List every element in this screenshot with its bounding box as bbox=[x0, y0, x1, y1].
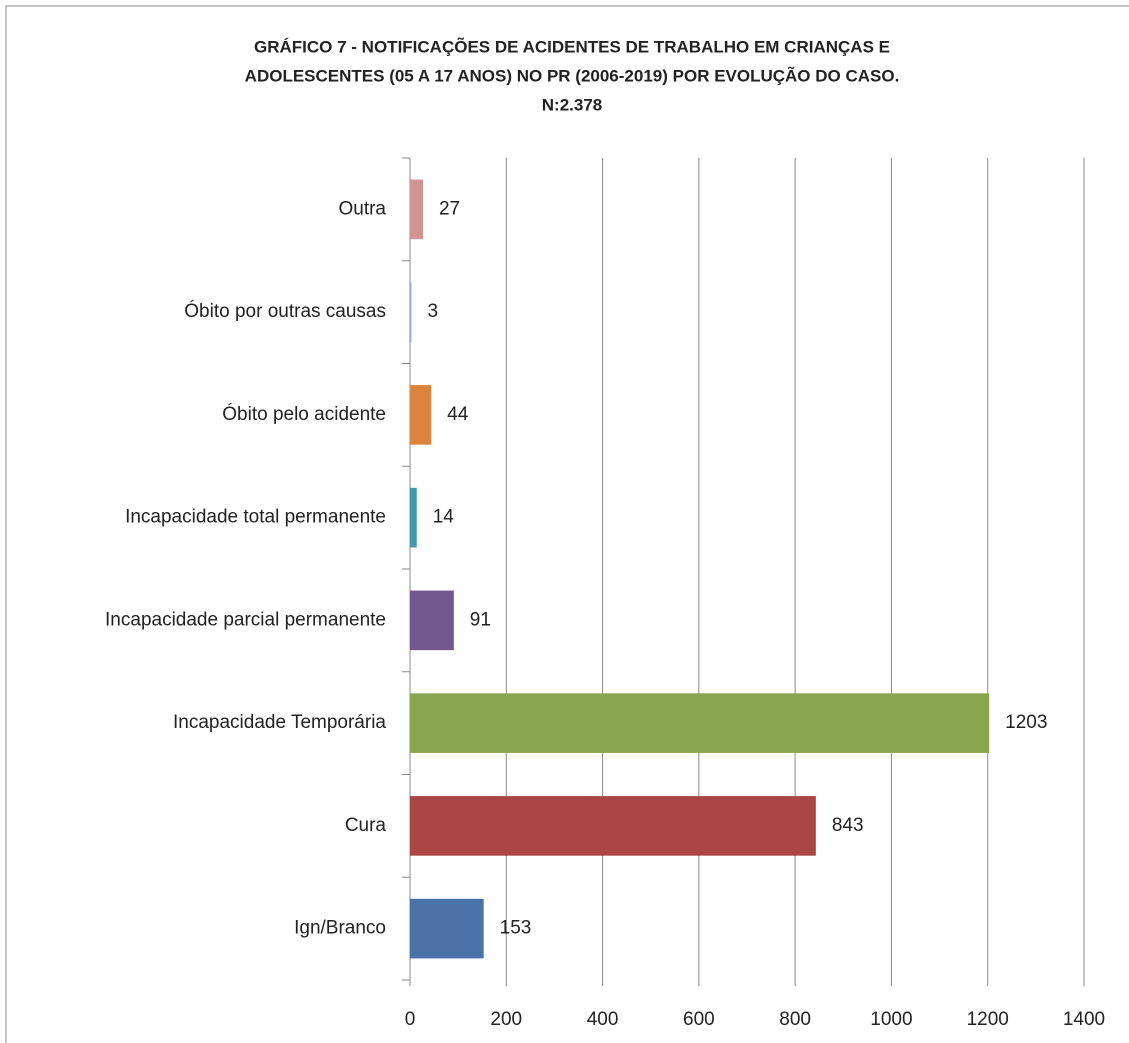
y-tick-label: Óbito por outras causas bbox=[184, 300, 386, 322]
x-tick-label: 200 bbox=[490, 1009, 522, 1030]
data-label: 91 bbox=[470, 609, 491, 630]
bar bbox=[410, 487, 417, 548]
x-tick-label: 800 bbox=[779, 1009, 811, 1030]
bar bbox=[410, 590, 454, 651]
x-tick-label: 400 bbox=[587, 1009, 619, 1030]
y-tick-label: Incapacidade Temporária bbox=[173, 712, 386, 733]
data-label: 843 bbox=[832, 815, 864, 836]
y-tick-label: Óbito pelo acidente bbox=[222, 403, 386, 425]
bar bbox=[410, 898, 484, 959]
x-tick-label: 1000 bbox=[870, 1009, 912, 1030]
x-tick-label: 0 bbox=[405, 1009, 416, 1030]
y-tick-label: Ign/Branco bbox=[294, 918, 386, 939]
data-label: 44 bbox=[447, 404, 469, 425]
y-tick-label: Incapacidade parcial permanente bbox=[105, 609, 386, 630]
bar bbox=[410, 796, 816, 856]
chart-title: ADOLESCENTES (05 A 17 ANOS) NO PR (2006-… bbox=[245, 65, 900, 85]
x-tick-label: 1200 bbox=[967, 1009, 1009, 1030]
data-label: 3 bbox=[427, 301, 438, 322]
x-tick-label: 1400 bbox=[1063, 1009, 1105, 1030]
data-label: 153 bbox=[500, 918, 532, 939]
chart-title: GRÁFICO 7 - NOTIFICAÇÕES DE ACIDENTES DE… bbox=[254, 36, 890, 56]
chart-title: N:2.378 bbox=[542, 95, 602, 114]
bar bbox=[410, 282, 412, 342]
bar bbox=[410, 179, 423, 240]
y-tick-label: Incapacidade total permanente bbox=[125, 507, 386, 528]
data-label: 14 bbox=[433, 507, 455, 528]
y-tick-label: Outra bbox=[338, 198, 386, 219]
x-tick-label: 600 bbox=[683, 1009, 715, 1030]
data-label: 27 bbox=[439, 198, 460, 219]
y-tick-label: Cura bbox=[345, 815, 387, 836]
bar bbox=[410, 385, 432, 445]
chart-border bbox=[5, 5, 1129, 1043]
bar bbox=[410, 693, 990, 753]
data-label: 1203 bbox=[1005, 712, 1047, 733]
